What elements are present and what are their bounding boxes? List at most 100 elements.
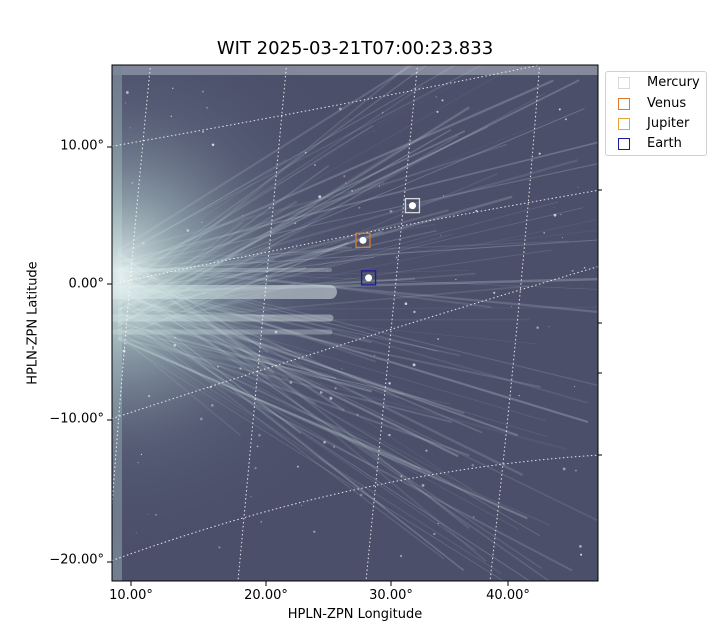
- star: [294, 222, 297, 225]
- planet-mercury-marker: [404, 197, 421, 214]
- star: [301, 504, 302, 506]
- star: [437, 338, 440, 340]
- star-field: [120, 87, 586, 558]
- star: [351, 190, 353, 192]
- grid-line: [489, 65, 541, 581]
- star: [433, 532, 436, 536]
- grid-line: [112, 266, 598, 420]
- star: [543, 231, 546, 234]
- x-tick-label: 10.00°: [109, 588, 153, 603]
- star: [561, 237, 563, 239]
- star: [399, 554, 403, 558]
- star: [202, 293, 204, 295]
- planet-earth-marker: [360, 270, 377, 286]
- star: [289, 380, 293, 384]
- star: [147, 395, 151, 398]
- star: [120, 308, 122, 311]
- star: [472, 516, 475, 519]
- star: [125, 102, 127, 104]
- star: [141, 242, 145, 245]
- star: [258, 433, 261, 437]
- star: [388, 433, 391, 437]
- star: [564, 118, 567, 121]
- star: [558, 108, 561, 111]
- star: [129, 127, 131, 129]
- legend-item-mercury: Mercury: [606, 74, 706, 94]
- star: [553, 213, 557, 217]
- star: [373, 130, 375, 132]
- star: [421, 484, 425, 487]
- y-tick-label: 0.00°: [68, 276, 104, 292]
- star: [254, 467, 257, 470]
- star: [239, 367, 242, 370]
- star: [125, 91, 129, 94]
- star: [274, 330, 278, 334]
- legend-label: Jupiter: [647, 116, 690, 131]
- star: [250, 496, 252, 498]
- grid-line: [112, 65, 152, 512]
- star: [441, 99, 444, 102]
- star: [511, 306, 513, 307]
- planet-earth-disk: [365, 274, 373, 282]
- star: [345, 182, 347, 184]
- star: [548, 326, 550, 328]
- plot-title: WIT 2025-03-21T07:00:23.833: [216, 38, 494, 59]
- legend: Mercury Venus Jupiter Earth: [605, 71, 707, 156]
- star: [186, 229, 190, 232]
- star: [174, 336, 177, 339]
- star: [202, 90, 204, 93]
- star: [131, 181, 134, 184]
- star: [435, 96, 437, 98]
- y-tick-label: 10.00°: [60, 138, 104, 154]
- grid-line: [112, 189, 598, 285]
- coordinate-grid: [112, 65, 598, 581]
- star: [323, 440, 326, 444]
- star: [413, 310, 416, 314]
- star: [159, 257, 161, 259]
- star: [296, 465, 299, 468]
- star: [412, 363, 416, 367]
- star: [173, 343, 177, 347]
- star: [122, 349, 126, 353]
- star: [493, 291, 496, 294]
- star: [338, 107, 342, 111]
- star: [206, 107, 208, 109]
- star: [260, 520, 263, 523]
- star: [518, 394, 520, 397]
- star: [374, 354, 376, 356]
- legend-label: Mercury: [647, 75, 700, 90]
- star: [217, 365, 219, 368]
- star: [400, 475, 403, 478]
- star: [580, 553, 583, 556]
- star: [202, 130, 204, 133]
- star: [538, 152, 541, 155]
- star: [137, 462, 139, 464]
- star: [562, 467, 566, 471]
- star: [388, 382, 391, 385]
- star: [440, 234, 442, 236]
- star: [455, 278, 457, 281]
- star: [577, 186, 579, 188]
- star: [135, 532, 137, 534]
- star: [314, 164, 316, 166]
- star: [329, 396, 333, 400]
- grid-line: [112, 65, 543, 147]
- planet-venus-disk: [359, 236, 367, 244]
- star: [389, 209, 393, 213]
- legend-swatch: [618, 138, 630, 150]
- star: [395, 256, 398, 259]
- star: [436, 110, 439, 113]
- y-tick-label: −10.00°: [49, 411, 104, 427]
- star: [358, 206, 361, 209]
- star: [304, 151, 307, 154]
- legend-swatch: [618, 98, 630, 110]
- x-tick-label: 30.00°: [369, 588, 413, 603]
- star: [425, 449, 428, 452]
- star: [360, 493, 363, 497]
- x-axis-label: HPLN-ZPN Longitude: [287, 607, 423, 622]
- star: [571, 269, 574, 272]
- star: [327, 270, 329, 272]
- corona-glow: [112, 65, 598, 581]
